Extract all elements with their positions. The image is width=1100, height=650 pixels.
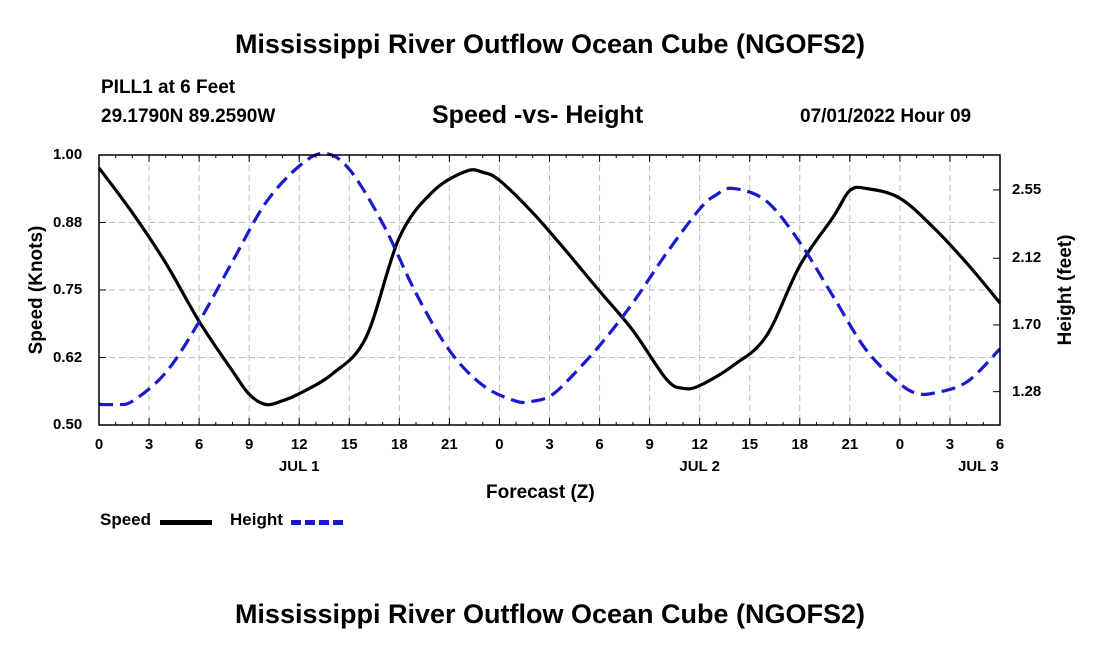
chart-title: Mississippi River Outflow Ocean Cube (NG… [234, 29, 866, 59]
x-tick-label: 9 [244, 436, 254, 453]
y-left-tick-label: 1.00 [53, 146, 83, 163]
y-right-tick-label: 1.28 [1012, 382, 1042, 400]
date-label: JUL 2 [679, 458, 720, 475]
x-tick-label: 18 [390, 436, 408, 453]
x-tick-label: 21 [441, 436, 458, 453]
x-tick-label: 3 [945, 436, 955, 453]
legend-height-swatch [291, 520, 343, 525]
y-axis-right-title: Height (feet) [1055, 234, 1076, 346]
y-left-tick-label: 0.88 [53, 213, 83, 231]
x-tick-label: 0 [895, 436, 905, 453]
x-tick-label: 21 [841, 436, 859, 453]
series-line-height [98, 151, 1002, 407]
x-tick-label: 3 [144, 436, 154, 453]
series-line-speed [97, 167, 1002, 407]
x-tick-label: 6 [194, 436, 204, 453]
axis-ticks [98, 154, 1001, 426]
x-tick-label: 12 [290, 436, 308, 453]
y-axis-left-title: Speed (Knots) [26, 225, 47, 355]
y-left-tick-label: 0.62 [53, 348, 83, 366]
x-tick-label: 6 [595, 436, 604, 453]
x-tick-label: 15 [741, 436, 759, 453]
x-tick-label: 9 [645, 436, 654, 453]
chart-subtitle: Speed -vs- Height [432, 101, 644, 129]
series-layer [97, 151, 1002, 407]
date-label: JUL 1 [278, 458, 320, 475]
y-right-tick-label: 1.70 [1012, 315, 1042, 333]
legend-height-label: Height [230, 510, 283, 529]
y-left-tick-label: 0.50 [53, 416, 83, 433]
y-right-tick-label: 2.12 [1012, 249, 1042, 267]
x-tick-label: 18 [791, 436, 809, 453]
x-tick-label: 15 [340, 436, 358, 453]
chart-title-repeat: Mississippi River Outflow Ocean Cube (NG… [234, 599, 866, 629]
station-label: PILL1 at 6 Feet [101, 77, 236, 98]
x-tick-label: 12 [691, 436, 708, 453]
forecast-datetime: 07/01/2022 Hour 09 [800, 106, 972, 127]
grid-lines [99, 155, 1000, 425]
y-left-tick-label: 0.75 [53, 281, 83, 298]
legend-speed-swatch [160, 520, 212, 525]
x-tick-label: 6 [995, 436, 1005, 453]
y-right-tick-label: 2.55 [1012, 180, 1042, 198]
x-tick-label: 0 [495, 436, 504, 453]
x-tick-label: 3 [545, 436, 554, 453]
location-label: 29.1790N 89.2590W [101, 106, 276, 127]
date-label: JUL 3 [958, 458, 999, 475]
x-axis-title: Forecast (Z) [486, 482, 595, 503]
x-tick-label: 0 [94, 436, 104, 453]
legend-speed-label: Speed [100, 510, 152, 529]
